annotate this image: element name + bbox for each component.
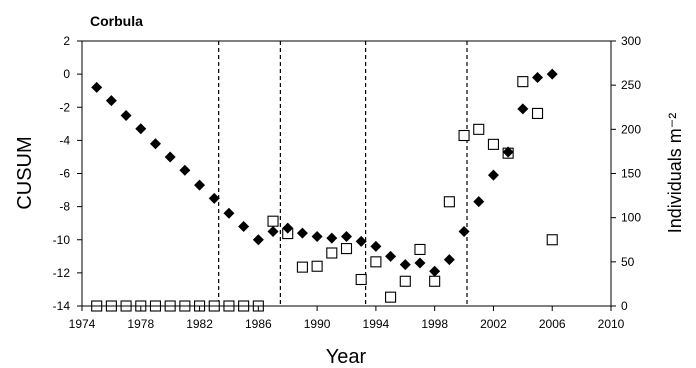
cusum-point — [105, 95, 117, 107]
left-y-tick-label: -2 — [59, 100, 70, 114]
cusum-point — [296, 227, 308, 239]
cusum-point — [502, 146, 514, 158]
cusum-point — [399, 259, 411, 271]
individuals-point — [546, 234, 558, 246]
plot-frame — [81, 40, 612, 307]
breakpoint-lines — [218, 41, 468, 306]
individuals-point — [296, 261, 308, 273]
cusum-point — [311, 230, 323, 242]
individuals-point — [517, 76, 529, 88]
cusum-point — [194, 179, 206, 191]
cusum-point — [252, 234, 264, 246]
cusum-point — [458, 225, 470, 237]
cusum-point — [429, 265, 441, 277]
cusum-point — [326, 232, 338, 244]
right-y-tick-label: 200 — [621, 122, 641, 136]
cusum-point — [487, 169, 499, 181]
left-y-tick-label: -14 — [53, 299, 71, 313]
cusum-point — [164, 151, 176, 163]
left-y-tick-label: -6 — [59, 167, 70, 181]
cusum-point — [414, 257, 426, 269]
cusum-point — [267, 225, 279, 237]
cusum-point — [546, 68, 558, 80]
individuals-point — [443, 196, 455, 208]
individuals-point — [385, 291, 397, 303]
cusum-point — [443, 254, 455, 266]
left-y-tick-label: 0 — [63, 67, 70, 81]
cusum-point — [385, 250, 397, 262]
cusum-point — [473, 196, 485, 208]
individuals-point — [531, 107, 544, 119]
individuals-point — [311, 260, 323, 272]
right-y-tick-label: 150 — [621, 167, 641, 181]
right-y-tick-label: 100 — [621, 211, 641, 225]
cusum-point — [91, 81, 103, 93]
cusum-series — [91, 68, 558, 277]
x-tick-label: 2002 — [480, 317, 507, 331]
x-tick-label: 1974 — [69, 317, 96, 331]
cusum-point — [370, 240, 382, 252]
x-tick-label: 1986 — [245, 317, 272, 331]
right-y-tick-label: 250 — [621, 78, 641, 92]
x-tick-label: 2010 — [598, 317, 625, 331]
individuals-point — [473, 123, 485, 135]
left-y-tick-label: -10 — [53, 233, 71, 247]
individuals-series — [91, 76, 558, 312]
x-tick-label: 1982 — [186, 317, 213, 331]
individuals-point — [458, 129, 470, 142]
cusum-point — [120, 110, 132, 122]
right-y-axis-ticks: 300 250 200 150 100 50 0 — [611, 34, 641, 313]
individuals-point — [340, 243, 353, 255]
cusum-point — [238, 221, 250, 232]
x-axis-label: Year — [326, 346, 367, 368]
cusum-point — [532, 71, 544, 83]
individuals-point — [326, 247, 338, 259]
cusum-point — [355, 235, 367, 247]
x-tick-label: 1978 — [127, 317, 154, 331]
individuals-point — [414, 243, 426, 256]
x-tick-label: 1994 — [363, 317, 390, 331]
x-tick-label: 1998 — [421, 317, 448, 331]
cusum-point — [149, 138, 161, 150]
x-tick-label: 1990 — [304, 317, 331, 331]
right-y-tick-label: 300 — [621, 34, 641, 48]
left-y-tick-label: -4 — [59, 133, 70, 147]
cusum-point — [135, 123, 147, 135]
individuals-point — [429, 275, 441, 287]
individuals-point — [355, 273, 367, 286]
left-y-tick-label: -12 — [53, 266, 71, 280]
left-y-tick-label: 2 — [63, 34, 70, 48]
individuals-point — [487, 138, 499, 150]
chart-title: Corbula — [90, 13, 143, 29]
individuals-point — [370, 256, 382, 268]
right-y-tick-label: 50 — [621, 255, 635, 269]
left-y-axis-ticks: 2 0 -2 -4 -6 -8 -10 -12 -14 — [53, 34, 82, 313]
cusum-point — [341, 230, 352, 242]
left-y-tick-label: -8 — [59, 200, 70, 214]
right-y-tick-label: 0 — [621, 299, 628, 313]
cusum-point — [179, 164, 191, 176]
cusum-point — [223, 207, 235, 219]
cusum-point — [282, 222, 294, 234]
right-y-axis-label: Individuals m⁻² — [665, 113, 685, 234]
individuals-point — [267, 215, 279, 227]
left-y-axis-label: CUSUM — [14, 136, 36, 209]
x-tick-label: 2006 — [539, 317, 566, 331]
cusum-point — [208, 192, 220, 204]
x-axis-ticks: 1974 1978 1982 1986 1990 1994 1998 2002 2006 2010 — [69, 306, 625, 331]
individuals-point — [399, 275, 411, 287]
cusum-point — [517, 103, 529, 115]
